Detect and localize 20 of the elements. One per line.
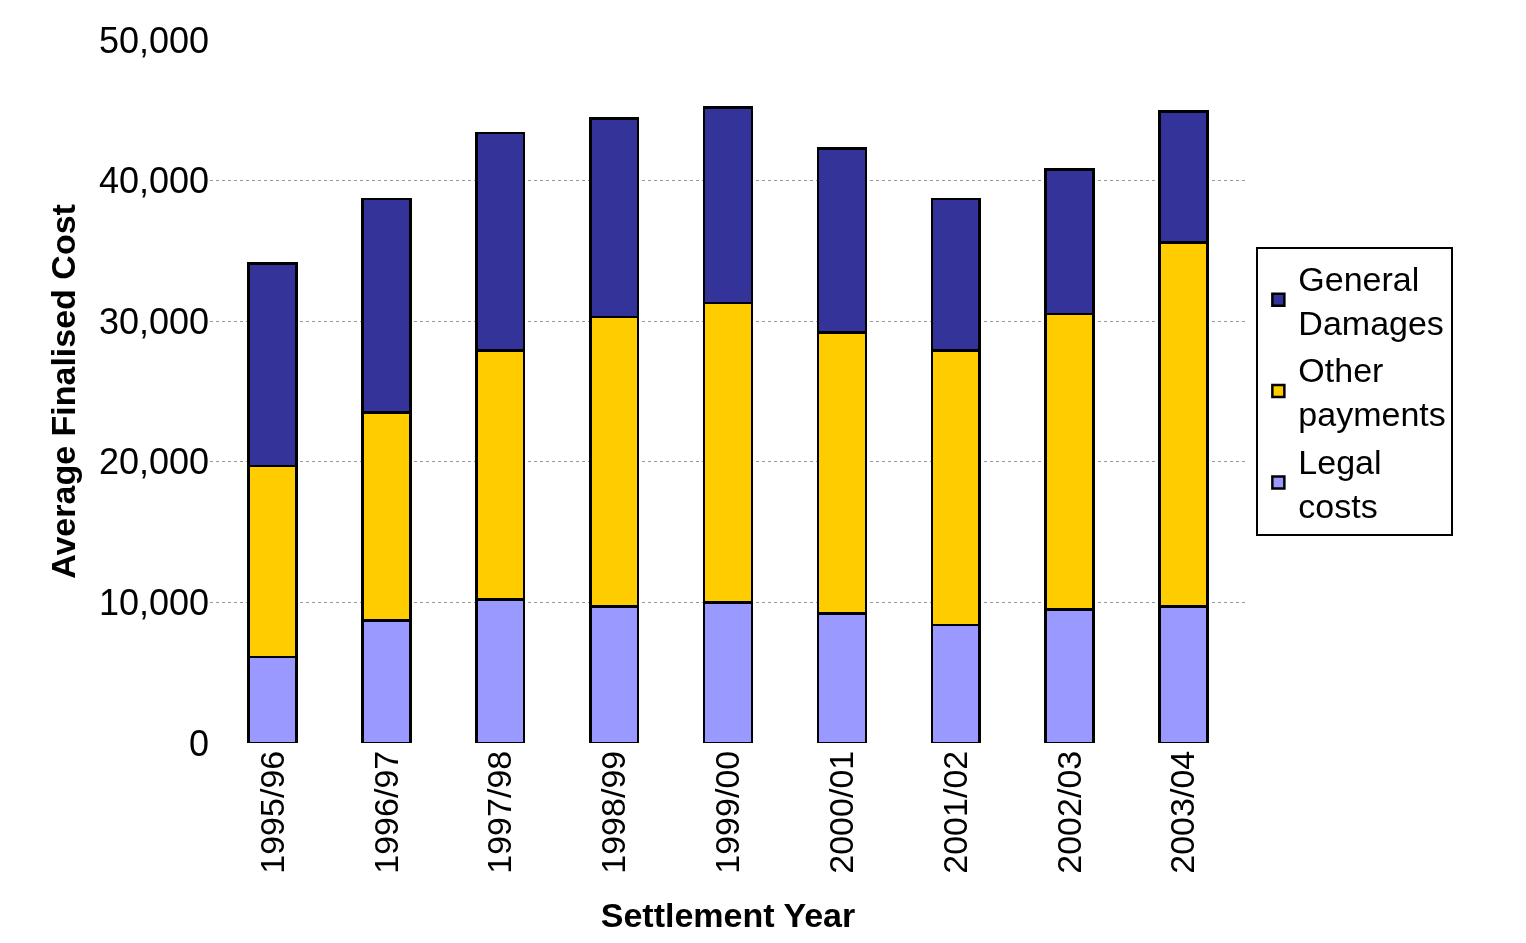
y-tick-label: 20,000 bbox=[98, 441, 209, 483]
y-tick-label: 50,000 bbox=[98, 19, 209, 61]
x-tick-label: 2001/02 bbox=[935, 750, 974, 874]
x-tick-label: 1998/99 bbox=[594, 750, 633, 874]
x-tick-label: 1996/97 bbox=[366, 750, 405, 874]
y-tick-label: 30,000 bbox=[98, 300, 209, 342]
y-axis-title: Average Finalised Cost bbox=[44, 204, 83, 579]
y-tick-label: 40,000 bbox=[98, 160, 209, 202]
x-tick-label: 2002/03 bbox=[1049, 750, 1088, 874]
legend-label: General Damages bbox=[1298, 259, 1444, 343]
x-axis-title: Settlement Year bbox=[600, 896, 856, 935]
x-tick-label: 1995/96 bbox=[252, 750, 291, 874]
x-tick-label: 2000/01 bbox=[821, 750, 860, 874]
y-tick-label: 10,000 bbox=[98, 582, 209, 623]
legend-label: Other payments bbox=[1298, 351, 1446, 434]
legend-label: Legal costs bbox=[1298, 442, 1382, 525]
x-tick-label: 1997/98 bbox=[480, 750, 519, 874]
x-tick-label: 2003/04 bbox=[1163, 750, 1202, 874]
y-tick-label: 0 bbox=[188, 722, 209, 764]
x-tick-label: 1999/00 bbox=[708, 750, 747, 874]
